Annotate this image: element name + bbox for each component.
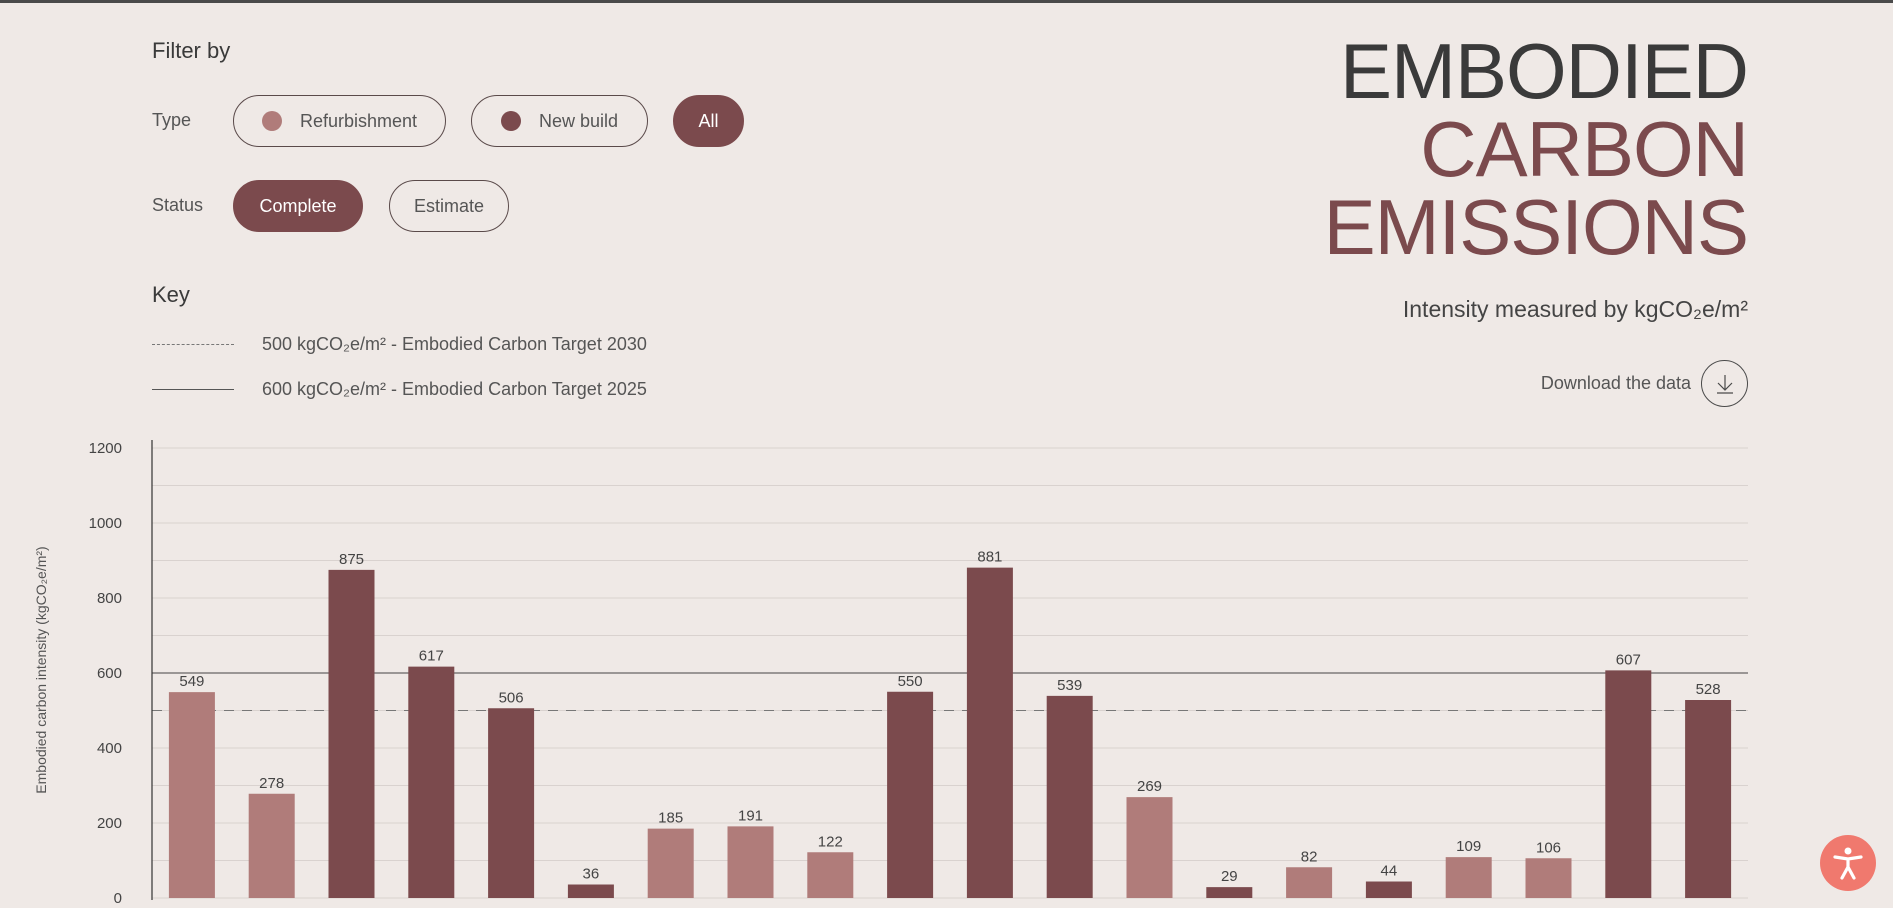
key-target-2025: 600 kgCO₂e/m² - Embodied Carbon Target 2… [152,379,647,400]
title-line-1: EMBODIED [1339,27,1749,115]
page-title: EMBODIED CARBON EMISSIONS [1323,27,1749,271]
filter-all-button[interactable]: All [673,95,744,147]
bar-value-label: 109 [1456,838,1481,855]
reference-lines [152,672,1748,711]
bar-value-label: 191 [738,807,763,824]
key-title: Key [152,282,190,307]
bar [1286,867,1333,898]
bar-value-label: 278 [259,775,284,792]
bar [408,666,455,898]
filter-new-build-button[interactable]: New build [471,95,648,147]
axes: 0 200 400 600 800 1000 1200 [89,440,153,907]
status-label: Status [152,195,204,215]
y-tick-label: 0 [114,890,122,907]
bar [1525,858,1572,898]
y-tick-label: 400 [97,740,122,757]
download-icon[interactable] [1701,360,1748,407]
filter-refurbishment-button[interactable]: Refurbishment [233,95,446,147]
bar-value-label: 82 [1301,848,1318,865]
bar-value-label: 269 [1137,778,1162,795]
bar-value-label: 528 [1696,681,1721,698]
bar [567,884,614,898]
accessibility-button[interactable] [1820,835,1876,891]
bar [1206,887,1253,898]
bar [1126,797,1173,898]
bar [807,852,854,898]
y-tick-label: 600 [97,665,122,682]
download-label: Download the data [1540,373,1691,393]
bar-value-label: 881 [977,549,1002,566]
accessibility-icon [1833,847,1863,880]
bar-value-label: 617 [419,648,444,665]
bar [328,569,375,898]
bar-value-label: 29 [1221,868,1238,885]
y-tick-label: 1200 [89,440,122,457]
dashed-line-swatch [152,344,234,345]
title-line-3: EMISSIONS [1323,183,1749,271]
new-build-dot-icon [500,111,521,131]
new-build-label: New build [538,110,619,131]
download-data-link[interactable]: Download the data [1541,360,1748,407]
bar [248,793,295,898]
bar-value-label: 539 [1057,677,1082,694]
bar [1445,857,1492,898]
estimate-label: Estimate [413,195,485,216]
bar [1685,700,1732,898]
bar-value-label: 875 [339,551,364,568]
bar-value-label: 550 [898,673,923,690]
bar [168,692,215,898]
bar-value-label: 36 [583,866,600,883]
bar [887,691,934,898]
intensity-subtitle: Intensity measured by kgCO₂e/m² [1402,296,1748,322]
status-complete-button[interactable]: Complete [233,180,363,232]
bar [647,828,694,898]
status-estimate-button[interactable]: Estimate [389,180,509,232]
bar-value-label: 506 [499,689,524,706]
bars: 549 278 875 617 506 36 185 191 122 550 881 539 269 29… [168,549,1732,898]
bar-value-label: 122 [818,833,843,850]
y-tick-label: 800 [97,590,122,607]
bar [1605,670,1652,898]
bar-value-label: 44 [1381,863,1398,880]
refurbishment-dot-icon [261,111,282,131]
complete-label: Complete [259,195,337,216]
y-axis-label: Embodied carbon intensity (kgCO₂e/m²) [33,546,49,793]
bar [966,567,1013,898]
bar-value-label: 106 [1536,839,1561,856]
bar [1365,881,1412,898]
type-label: Type [152,110,192,130]
bar [488,708,535,898]
bar-value-label: 549 [179,673,204,690]
all-label: All [698,110,719,131]
bar-value-label: 607 [1616,651,1641,668]
refurbishment-label: Refurbishment [299,110,418,131]
title-line-2: CARBON [1420,105,1749,193]
solid-line-swatch [152,389,234,390]
target-2030-label: 500 kgCO₂e/m² - Embodied Carbon Target 2… [262,334,647,354]
y-tick-label: 200 [97,815,122,832]
bar [1046,695,1093,898]
filter-title: Filter by [152,38,231,63]
bar [727,826,774,898]
top-border [0,0,1893,3]
bar-value-label: 185 [658,810,683,827]
target-2025-label: 600 kgCO₂e/m² - Embodied Carbon Target 2… [262,379,647,399]
key-target-2030: 500 kgCO₂e/m² - Embodied Carbon Target 2… [152,334,647,355]
y-tick-label: 1000 [89,515,122,532]
